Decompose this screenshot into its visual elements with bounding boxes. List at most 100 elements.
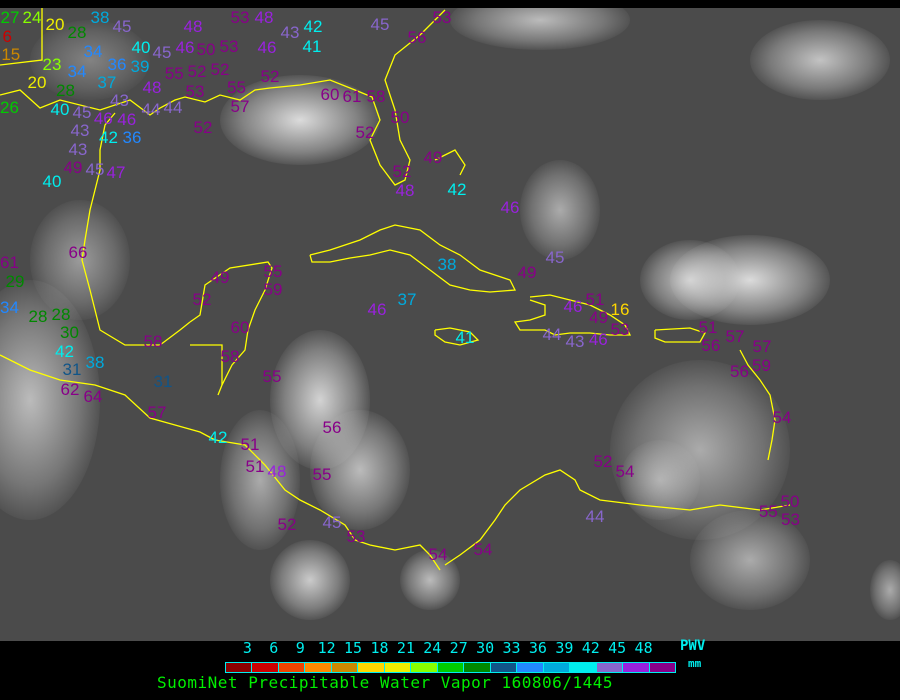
- station-pwv-value: 48: [267, 462, 287, 481]
- station-pwv-value: 50: [196, 40, 216, 59]
- station-pwv-value: 42: [447, 180, 467, 199]
- station-pwv-value: 49: [517, 263, 537, 282]
- station-pwv-value: 64: [83, 387, 103, 406]
- station-pwv-value: 23: [42, 55, 62, 74]
- central-america: [214, 439, 441, 571]
- station-pwv-value: 55: [227, 78, 246, 98]
- jamaica: [434, 327, 480, 346]
- station-pwv-value: 54: [473, 540, 493, 559]
- legend-tick: 27: [449, 639, 468, 657]
- station-pwv-value: 6: [2, 26, 12, 46]
- cloud: [220, 410, 300, 550]
- station-pwv-value: 52: [277, 515, 297, 534]
- station-pwv-value: 36: [107, 55, 127, 74]
- station-pwv-value: 44: [163, 98, 183, 117]
- legend-tick: 36: [528, 639, 547, 657]
- station-pwv-value: 52: [392, 162, 412, 181]
- texas-mexico-coast: [81, 112, 191, 346]
- station-pwv-value: 46: [93, 109, 113, 129]
- legend-color-swatch: [649, 663, 675, 672]
- station-pwv-value: 43: [565, 332, 585, 351]
- station-pwv-value: 44: [141, 100, 161, 119]
- station-pwv-value: 30: [60, 323, 79, 343]
- station-pwv-value: 29: [5, 272, 25, 291]
- station-pwv-value: 66: [68, 243, 88, 262]
- station-pwv-value: 57: [230, 97, 250, 116]
- station-pwv-value: 55: [262, 367, 282, 386]
- legend-color-swatch: [305, 663, 332, 672]
- station-pwv-value: 34: [0, 298, 19, 317]
- station-pwv-value: 52: [210, 60, 230, 79]
- station-pwv-value: 58: [143, 332, 163, 351]
- yucatan-coast: [189, 261, 273, 396]
- station-pwv-value: 46: [563, 297, 583, 316]
- station-pwv-value: 28: [67, 23, 87, 42]
- station-pwv-value: 45: [85, 160, 105, 179]
- station-pwv-value: 53: [185, 82, 205, 101]
- cuba: [309, 224, 517, 293]
- station-pwv-value: 60: [230, 318, 250, 337]
- station-pwv-value: 56: [322, 418, 342, 437]
- legend-color-swatch: [358, 663, 385, 672]
- legend-tick: 18: [370, 639, 389, 657]
- station-pwv-value: 42: [55, 341, 74, 361]
- legend-color-swatch: [596, 663, 624, 672]
- station-pwv-value: 39: [130, 57, 150, 76]
- station-pwv-value: 45: [545, 248, 565, 267]
- station-pwv-value: 40: [131, 38, 151, 58]
- station-pwv-value: 52: [193, 118, 213, 137]
- station-pwv-value: 36: [122, 128, 142, 147]
- station-pwv-value: 54: [428, 545, 448, 564]
- station-pwv-value: 28: [51, 305, 71, 324]
- legend-color-swatch: [437, 663, 465, 672]
- bahamas: [434, 149, 466, 176]
- legend-quantity: PWV: [680, 638, 706, 654]
- station-pwv-value: 58: [366, 87, 386, 106]
- legend-color-swatch: [384, 663, 412, 672]
- station-pwv-value: 53: [346, 527, 366, 546]
- station-pwv-value: 51: [240, 435, 260, 454]
- station-pwv-value: 57: [147, 403, 167, 422]
- station-pwv-value: 60: [320, 85, 340, 104]
- map-title: SuomiNet Precipitable Water Vapor 160806…: [157, 673, 613, 692]
- station-pwv-value: 55: [263, 262, 283, 281]
- station-pwv-value: 34: [67, 62, 87, 81]
- puerto-rico: [654, 327, 706, 343]
- station-pwv-value: 49: [210, 268, 230, 287]
- station-pwv-value: 49: [63, 158, 83, 177]
- cloud: [690, 510, 810, 610]
- legend-color-swatch: [623, 663, 650, 672]
- legend-tick: 30: [476, 639, 495, 657]
- station-pwv-value: 56: [701, 336, 721, 356]
- station-pwv-value: 53: [230, 8, 250, 27]
- legend-color-swatch: [226, 663, 253, 672]
- station-pwv-value: 37: [397, 290, 417, 309]
- station-pwv-value: 52: [260, 67, 280, 86]
- station-pwv-value: 45: [112, 17, 132, 36]
- station-pwv-value: 28: [28, 307, 48, 326]
- station-pwv-value: 51: [245, 457, 265, 476]
- legend-tick: 21: [396, 639, 415, 657]
- cloud: [30, 200, 130, 320]
- cloud: [30, 20, 150, 100]
- station-pwv-value: 57: [752, 337, 772, 356]
- station-pwv-value: 49: [423, 148, 443, 167]
- station-pwv-value: 48: [254, 8, 274, 27]
- station-pwv-value: 56: [407, 28, 427, 47]
- guatemala-border: [190, 344, 223, 385]
- station-pwv-value: 52: [187, 62, 207, 81]
- station-pwv-value: 43: [280, 23, 300, 42]
- legend-color-swatch: [517, 663, 544, 672]
- station-pwv-value: 50: [390, 108, 410, 127]
- station-pwv-value: 20: [27, 73, 47, 92]
- station-pwv-value: 31: [62, 360, 82, 379]
- station-pwv-value: 61: [342, 87, 362, 106]
- station-pwv-value: 57: [725, 327, 745, 346]
- legend-tick: 6: [269, 639, 279, 657]
- legend-tick: 12: [317, 639, 336, 657]
- station-labels: 27 24 20 28 6 15 23 34 34 36 39 37 43 20 28 26 40 45 46 43 4…: [0, 8, 800, 564]
- station-pwv-value: 28: [56, 81, 75, 101]
- station-pwv-value: 48: [183, 17, 203, 36]
- station-pwv-value: 61: [0, 253, 19, 272]
- station-pwv-value: 47: [106, 163, 126, 182]
